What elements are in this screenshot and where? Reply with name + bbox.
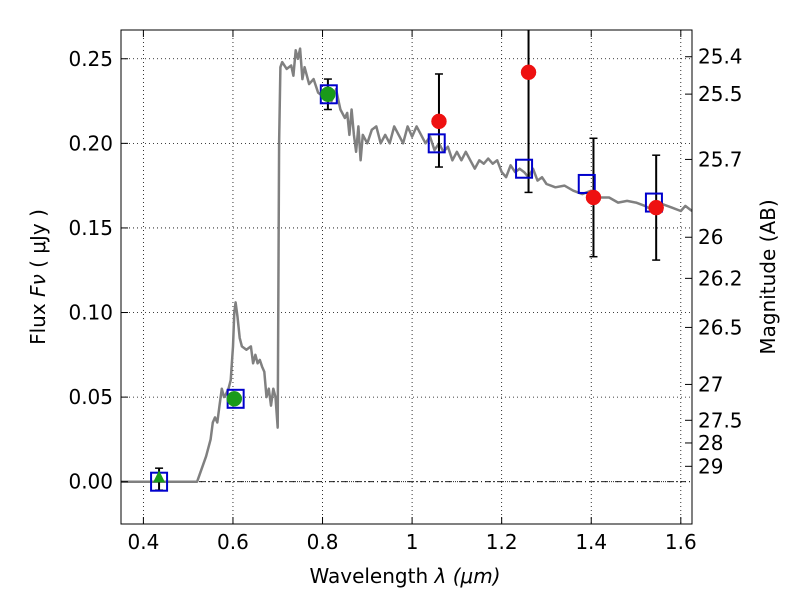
tick-layer bbox=[121, 30, 692, 524]
y-tick-label: 0.10 bbox=[68, 301, 113, 325]
model-sed-line bbox=[121, 47, 693, 483]
observed-flux-point bbox=[226, 391, 243, 407]
marker-layer bbox=[150, 64, 664, 492]
upper-limit-triangle bbox=[153, 470, 166, 483]
plot-background bbox=[121, 30, 692, 524]
plot-frame bbox=[120, 29, 693, 525]
x-tick-label: 1 bbox=[406, 530, 419, 554]
observed-flux-point bbox=[320, 86, 336, 103]
mag-tick-label: 28 bbox=[698, 431, 723, 455]
model-photometry-square bbox=[515, 158, 534, 179]
mag-tick-label: 25.4 bbox=[698, 45, 743, 69]
x-tick-label: 0.8 bbox=[307, 530, 339, 554]
observed-flux-point bbox=[431, 113, 447, 130]
x-axis-label: Wavelength λ (μm) bbox=[309, 564, 500, 588]
mag-tick-label: 25.5 bbox=[698, 82, 743, 106]
x-tick-label: 1.2 bbox=[486, 530, 518, 554]
x-tick-label: 1.6 bbox=[665, 530, 697, 554]
y-tick-label: 0.00 bbox=[68, 470, 113, 494]
observed-flux-point bbox=[585, 189, 602, 206]
model-layer bbox=[121, 47, 693, 483]
y-axis-label: Flux Fν ( μJy ) bbox=[26, 209, 50, 345]
x-axis-label-symbol: λ (μm) bbox=[434, 564, 501, 588]
y-tick-label: 0.05 bbox=[68, 385, 113, 409]
x-tick-label: 1.4 bbox=[575, 530, 607, 554]
mag-tick-label: 27 bbox=[698, 372, 723, 396]
observed-flux-point bbox=[648, 199, 664, 216]
y-tick-label: 0.15 bbox=[68, 216, 113, 240]
mag-tick-label: 25.7 bbox=[698, 147, 743, 171]
mag-tick-label: 26 bbox=[698, 225, 723, 249]
y-axis-label-unit: ( μJy ) bbox=[26, 209, 50, 268]
x-tick-label: 0.4 bbox=[127, 530, 159, 554]
x-axis-label-text: Wavelength bbox=[309, 564, 428, 588]
x-tick-label: 0.6 bbox=[217, 530, 249, 554]
mag-tick-label: 29 bbox=[698, 454, 723, 478]
y-tick-label: 0.20 bbox=[68, 131, 113, 155]
y-axis-label-symbol: Fν bbox=[26, 274, 50, 297]
mag-tick-label: 26.2 bbox=[698, 266, 743, 290]
label-layer: 0.4 0.6 0.8 1 1.2 1.4 1.6 0.00 0.05 0.10 0.15 0.20 0… bbox=[68, 45, 742, 554]
y-tick-label: 0.25 bbox=[68, 47, 113, 71]
mag-tick-label: 27.5 bbox=[698, 408, 743, 432]
mag-tick-label: 26.5 bbox=[698, 315, 743, 339]
observed-flux-point bbox=[520, 64, 537, 81]
y-axis-right-label: Magnitude (AB) bbox=[756, 199, 780, 354]
model-photometry-square bbox=[577, 173, 596, 194]
y-axis-label-text: Flux bbox=[26, 303, 50, 345]
model-photometry-square bbox=[427, 133, 446, 154]
